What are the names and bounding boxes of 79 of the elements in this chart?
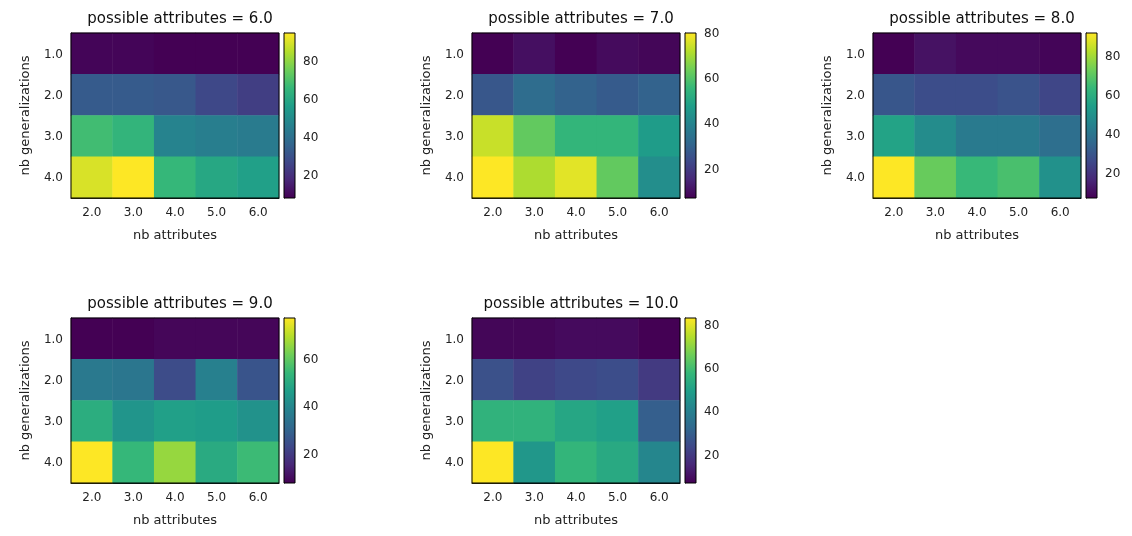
- y-tick-label: 2.0: [845, 87, 865, 102]
- x-tick-label: 2.0: [82, 205, 102, 219]
- x-tick-label: 3.0: [123, 205, 143, 219]
- x-tick-label: 5.0: [608, 205, 628, 219]
- x-tick-label: 6.0: [248, 490, 268, 504]
- x-tick-label: 5.0: [1009, 205, 1029, 219]
- color-bar-label: 60: [704, 360, 720, 375]
- y-axis-title: nb generalizations: [819, 55, 834, 176]
- color-bar-label: 40: [303, 130, 319, 145]
- y-tick-label: 2.0: [444, 87, 464, 102]
- x-tick-label: 6.0: [649, 205, 669, 219]
- y-tick-label: 3.0: [444, 414, 464, 429]
- y-tick-label: 1.0: [43, 331, 63, 346]
- y-tick-label: 4.0: [845, 170, 865, 185]
- color-bar-label: 80: [1105, 49, 1121, 64]
- x-tick-label: 4.0: [165, 490, 185, 504]
- chart-title: possible attributes = 6.0: [87, 8, 273, 27]
- y-tick-label: 4.0: [444, 170, 464, 185]
- color-bar-label: 60: [704, 71, 720, 86]
- x-tick-label: 5.0: [608, 490, 628, 504]
- x-tick-label: 4.0: [566, 490, 586, 504]
- color-bar-label: 40: [303, 399, 319, 414]
- y-tick-label: 2.0: [444, 372, 464, 387]
- color-bar-label: 20: [704, 447, 720, 462]
- y-tick-label: 2.0: [43, 372, 63, 387]
- y-tick-label: 3.0: [43, 129, 63, 144]
- color-bar-label: 60: [303, 92, 319, 107]
- color-bar-label: 20: [303, 447, 319, 462]
- chart-title: possible attributes = 10.0: [483, 293, 679, 312]
- x-tick-label: 4.0: [165, 205, 185, 219]
- x-tick-label: 3.0: [524, 205, 544, 219]
- color-bar-label: 40: [704, 404, 720, 419]
- chart-title: possible attributes = 9.0: [87, 293, 273, 312]
- y-tick-label: 1.0: [444, 46, 464, 61]
- chart-title: possible attributes = 7.0: [488, 8, 674, 27]
- y-tick-label: 3.0: [43, 414, 63, 429]
- y-tick-label: 1.0: [444, 331, 464, 346]
- y-tick-label: 4.0: [444, 455, 464, 470]
- chart-title: possible attributes = 8.0: [889, 8, 1075, 27]
- color-bar-label: 80: [704, 26, 720, 40]
- x-axis-title: nb attributes: [533, 227, 619, 242]
- x-tick-label: 3.0: [123, 490, 143, 504]
- y-tick-label: 2.0: [43, 87, 63, 102]
- y-axis-title: nb generalizations: [418, 340, 433, 461]
- color-bar-label: 20: [303, 168, 319, 183]
- y-tick-label: 1.0: [43, 46, 63, 61]
- color-bar-label: 40: [1105, 126, 1121, 141]
- x-tick-label: 5.0: [207, 490, 227, 504]
- x-tick-label: 2.0: [82, 490, 102, 504]
- x-axis-title: nb attributes: [132, 512, 218, 527]
- color-bar-label: 60: [303, 351, 319, 366]
- y-axis-title: nb generalizations: [17, 55, 32, 176]
- y-axis-title: nb generalizations: [17, 340, 32, 461]
- y-tick-label: 4.0: [43, 455, 63, 470]
- x-tick-label: 4.0: [566, 205, 586, 219]
- x-tick-label: 5.0: [207, 205, 227, 219]
- color-bar-label: 20: [704, 161, 720, 176]
- x-axis-title: nb attributes: [934, 227, 1020, 242]
- x-tick-label: 2.0: [483, 490, 503, 504]
- color-bar-label: 40: [704, 116, 720, 131]
- y-axis-title: nb generalizations: [418, 55, 433, 176]
- color-bar-label: 60: [1105, 88, 1121, 103]
- x-axis-title: nb attributes: [533, 512, 619, 527]
- y-tick-label: 4.0: [43, 170, 63, 185]
- y-tick-label: 3.0: [444, 129, 464, 144]
- color-bar-label: 20: [1105, 165, 1121, 180]
- color-bar-label: 80: [704, 317, 720, 332]
- y-tick-label: 1.0: [845, 46, 865, 61]
- x-axis-title: nb attributes: [132, 227, 218, 242]
- x-tick-label: 3.0: [925, 205, 945, 219]
- x-tick-label: 3.0: [524, 490, 544, 504]
- x-tick-label: 6.0: [248, 205, 268, 219]
- x-tick-label: 2.0: [884, 205, 904, 219]
- x-tick-label: 6.0: [649, 490, 669, 504]
- x-tick-label: 2.0: [483, 205, 503, 219]
- color-bar-label: 80: [303, 54, 319, 69]
- y-tick-label: 3.0: [845, 129, 865, 144]
- x-tick-label: 6.0: [1050, 205, 1070, 219]
- x-tick-label: 4.0: [967, 205, 987, 219]
